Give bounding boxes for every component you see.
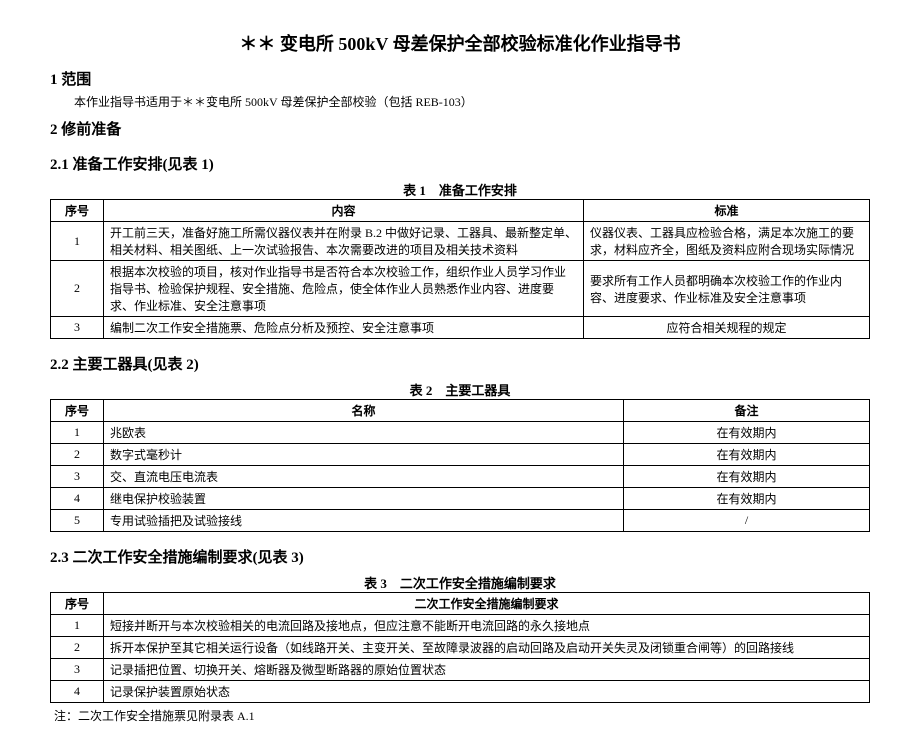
section-2-1-heading: 2.1 准备工作安排(见表 1) — [50, 153, 870, 174]
table-2-caption: 表 2 主要工器具 — [50, 380, 870, 399]
table-cell-content: 根据本次校验的项目，核对作业指导书是否符合本次校验工作，组织作业人员学习作业指导… — [104, 261, 584, 317]
table-cell-standard: 应符合相关规程的规定 — [584, 317, 870, 339]
table-cell-seq: 1 — [51, 422, 104, 444]
table-1-header-standard: 标准 — [584, 200, 870, 222]
table-1-header-seq: 序号 — [51, 200, 104, 222]
table-row: 4记录保护装置原始状态 — [51, 681, 870, 703]
table-cell-name: 继电保护校验装置 — [104, 488, 624, 510]
table-cell-name: 专用试验插把及试验接线 — [104, 510, 624, 532]
table-cell-seq: 2 — [51, 261, 104, 317]
table-row: 3记录插把位置、切换开关、熔断器及微型断路器的原始位置状态 — [51, 659, 870, 681]
table-cell-seq: 2 — [51, 637, 104, 659]
table-3-note: 注：二次工作安全措施票见附录表 A.1 — [54, 707, 870, 724]
table-3-header-seq: 序号 — [51, 593, 104, 615]
table-cell-remark: / — [624, 510, 870, 532]
table-cell-seq: 3 — [51, 659, 104, 681]
table-cell-standard: 要求所有工作人员都明确本次校验工作的作业内容、进度要求、作业标准及安全注意事项 — [584, 261, 870, 317]
page-title: ＊＊ 变电所 500kV 母差保护全部校验标准化作业指导书 — [50, 30, 870, 56]
table-cell-seq: 3 — [51, 317, 104, 339]
table-3-caption: 表 3 二次工作安全措施编制要求 — [50, 573, 870, 592]
table-cell-remark: 在有效期内 — [624, 466, 870, 488]
table-cell-req: 拆开本保护至其它相关运行设备（如线路开关、主变开关、至故障录波器的启动回路及启动… — [104, 637, 870, 659]
table-cell-seq: 5 — [51, 510, 104, 532]
table-cell-standard: 仪器仪表、工器具应检验合格，满足本次施工的要求，材料应齐全，图纸及资料应附合现场… — [584, 222, 870, 261]
table-row: 3交、直流电压电流表在有效期内 — [51, 466, 870, 488]
table-cell-remark: 在有效期内 — [624, 422, 870, 444]
table-cell-name: 交、直流电压电流表 — [104, 466, 624, 488]
table-row: 5专用试验插把及试验接线/ — [51, 510, 870, 532]
section-2-2-heading: 2.2 主要工器具(见表 2) — [50, 353, 870, 374]
table-cell-seq: 4 — [51, 488, 104, 510]
table-row: 3编制二次工作安全措施票、危险点分析及预控、安全注意事项应符合相关规程的规定 — [51, 317, 870, 339]
table-cell-remark: 在有效期内 — [624, 488, 870, 510]
table-row: 1兆欧表在有效期内 — [51, 422, 870, 444]
table-1: 序号 内容 标准 1开工前三天，准备好施工所需仪器仪表并在附录 B.2 中做好记… — [50, 199, 870, 339]
table-cell-seq: 3 — [51, 466, 104, 488]
table-cell-seq: 1 — [51, 615, 104, 637]
table-2-header-seq: 序号 — [51, 400, 104, 422]
table-row: 1短接并断开与本次校验相关的电流回路及接地点，但应注意不能断开电流回路的永久接地… — [51, 615, 870, 637]
table-cell-content: 编制二次工作安全措施票、危险点分析及预控、安全注意事项 — [104, 317, 584, 339]
table-1-header-content: 内容 — [104, 200, 584, 222]
table-cell-seq: 4 — [51, 681, 104, 703]
table-2: 序号 名称 备注 1兆欧表在有效期内2数字式毫秒计在有效期内3交、直流电压电流表… — [50, 399, 870, 532]
table-row: 2拆开本保护至其它相关运行设备（如线路开关、主变开关、至故障录波器的启动回路及启… — [51, 637, 870, 659]
table-cell-seq: 1 — [51, 222, 104, 261]
table-2-header-name: 名称 — [104, 400, 624, 422]
table-cell-name: 兆欧表 — [104, 422, 624, 444]
table-1-caption: 表 1 准备工作安排 — [50, 180, 870, 199]
table-cell-remark: 在有效期内 — [624, 444, 870, 466]
section-1-heading: 1 范围 — [50, 68, 870, 89]
section-1-body: 本作业指导书适用于＊＊变电所 500kV 母差保护全部校验（包括 REB-103… — [74, 93, 870, 110]
table-row: 4继电保护校验装置在有效期内 — [51, 488, 870, 510]
table-cell-req: 短接并断开与本次校验相关的电流回路及接地点，但应注意不能断开电流回路的永久接地点 — [104, 615, 870, 637]
table-cell-name: 数字式毫秒计 — [104, 444, 624, 466]
table-row: 1开工前三天，准备好施工所需仪器仪表并在附录 B.2 中做好记录、工器具、最新整… — [51, 222, 870, 261]
table-row: 2根据本次校验的项目，核对作业指导书是否符合本次校验工作，组织作业人员学习作业指… — [51, 261, 870, 317]
table-cell-seq: 2 — [51, 444, 104, 466]
section-2-3-heading: 2.3 二次工作安全措施编制要求(见表 3) — [50, 546, 870, 567]
table-2-header-remark: 备注 — [624, 400, 870, 422]
table-2-header-row: 序号 名称 备注 — [51, 400, 870, 422]
table-3-header-row: 序号 二次工作安全措施编制要求 — [51, 593, 870, 615]
table-row: 2数字式毫秒计在有效期内 — [51, 444, 870, 466]
table-cell-req: 记录插把位置、切换开关、熔断器及微型断路器的原始位置状态 — [104, 659, 870, 681]
section-2-heading: 2 修前准备 — [50, 118, 870, 139]
table-1-header-row: 序号 内容 标准 — [51, 200, 870, 222]
table-3-header-req: 二次工作安全措施编制要求 — [104, 593, 870, 615]
table-cell-req: 记录保护装置原始状态 — [104, 681, 870, 703]
table-cell-content: 开工前三天，准备好施工所需仪器仪表并在附录 B.2 中做好记录、工器具、最新整定… — [104, 222, 584, 261]
table-3: 序号 二次工作安全措施编制要求 1短接并断开与本次校验相关的电流回路及接地点，但… — [50, 592, 870, 703]
